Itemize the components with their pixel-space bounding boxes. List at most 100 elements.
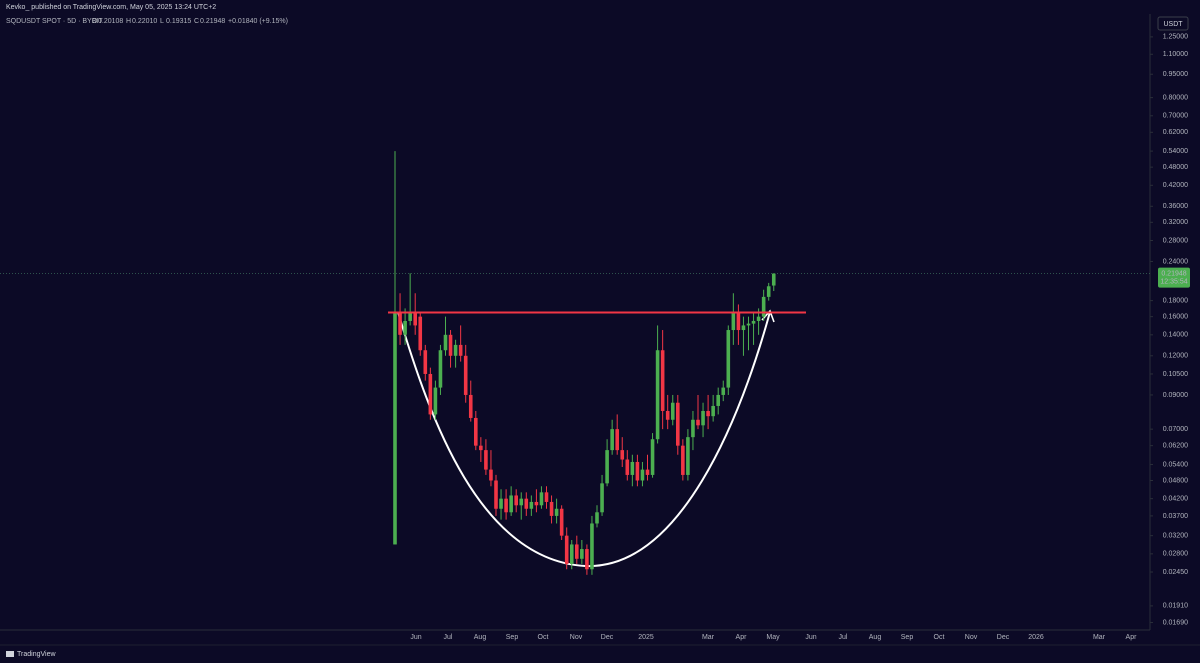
candle-body xyxy=(751,320,756,324)
y-tick-label: 0.18000 xyxy=(1163,297,1188,304)
candle-body xyxy=(731,312,736,331)
legend-text: 0.19315 xyxy=(166,18,191,25)
legend-text: 0.21948 xyxy=(200,18,225,25)
y-tick-label: 0.02450 xyxy=(1163,569,1188,576)
candle-body xyxy=(721,387,726,395)
y-tick-label: 0.05400 xyxy=(1163,461,1188,468)
x-tick-label: Oct xyxy=(934,634,945,641)
x-tick-label: Oct xyxy=(538,634,549,641)
candle-body xyxy=(453,344,458,356)
candle-body xyxy=(484,450,488,470)
candle-body xyxy=(519,498,524,506)
candle-body xyxy=(630,461,635,475)
legend-text: 0.20108 xyxy=(98,18,123,25)
x-tick-label: Apr xyxy=(736,634,748,641)
candle-body xyxy=(443,334,448,351)
x-tick-label: Aug xyxy=(869,634,882,641)
x-tick-label: Dec xyxy=(601,634,614,641)
candle-body xyxy=(681,445,685,475)
candle-body xyxy=(499,498,503,509)
y-tick-label: 0.95000 xyxy=(1163,71,1188,78)
candle-body xyxy=(665,410,670,420)
y-tick-label: 0.04800 xyxy=(1163,477,1188,484)
legend-text: SQDUSDT SPOT · 5D · BYBIT xyxy=(6,18,103,25)
y-tick-label: 0.03200 xyxy=(1163,533,1188,540)
candle-body xyxy=(706,410,710,417)
candle-body xyxy=(736,312,741,331)
last-price-label: 0.21948 xyxy=(1161,270,1186,277)
legend-text: L xyxy=(160,18,164,25)
publisher: Kevko_ published on TradingView.com, May… xyxy=(6,4,216,11)
legend-text: H xyxy=(126,18,131,25)
y-tick-label: 0.01690 xyxy=(1163,619,1188,626)
x-tick-label: Sep xyxy=(901,634,914,641)
candle-body xyxy=(509,495,513,513)
candle-body xyxy=(676,402,680,446)
candle-body xyxy=(620,450,625,460)
candle-body xyxy=(544,492,549,502)
candle-body xyxy=(645,469,650,475)
candle-body xyxy=(741,325,746,331)
legend-text: O xyxy=(92,18,98,25)
candle-body xyxy=(746,323,751,326)
x-tick-label: Apr xyxy=(1126,634,1138,641)
y-tick-label: 0.03700 xyxy=(1163,513,1188,520)
candle-body xyxy=(458,344,463,356)
x-tick-label: Dec xyxy=(997,634,1010,641)
candle-body xyxy=(640,469,645,481)
candle-body xyxy=(605,450,609,484)
candle-body xyxy=(726,330,731,388)
candle-body xyxy=(408,312,412,321)
y-tick-label: 1.10000 xyxy=(1163,51,1188,58)
candle-body xyxy=(701,410,705,426)
x-tick-label: Jul xyxy=(444,634,453,641)
countdown: 12:35:54 xyxy=(1160,278,1187,285)
candle-body xyxy=(554,508,559,516)
x-tick-label: Jul xyxy=(839,634,848,641)
candle-body xyxy=(534,501,539,506)
y-tick-label: 0.02800 xyxy=(1163,551,1188,558)
candle-body xyxy=(468,394,473,418)
y-tick-label: 0.70000 xyxy=(1163,113,1188,120)
candle-body xyxy=(686,437,690,475)
currency-button[interactable] xyxy=(1157,16,1189,31)
candle-body xyxy=(585,549,589,570)
candle-body xyxy=(423,350,428,374)
x-tick-label: Jun xyxy=(410,634,421,641)
candle-body xyxy=(580,549,584,559)
x-tick-label: Aug xyxy=(474,634,487,641)
candle-body xyxy=(756,316,761,321)
y-tick-label: 0.36000 xyxy=(1163,203,1188,210)
brand: TradingView xyxy=(17,651,56,658)
candle-body xyxy=(595,512,599,524)
candle-body xyxy=(600,483,604,513)
y-tick-label: 0.42000 xyxy=(1163,182,1188,189)
logo xyxy=(6,651,14,657)
y-tick-label: 0.32000 xyxy=(1163,219,1188,226)
y-tick-label: 0.80000 xyxy=(1163,94,1188,101)
currency[interactable]: USDT xyxy=(1163,21,1183,28)
candle-body xyxy=(625,459,630,475)
candle-body xyxy=(650,439,655,475)
candle-body xyxy=(398,312,402,335)
candle-body xyxy=(655,350,660,440)
candle-body xyxy=(771,273,776,286)
candle-body xyxy=(474,417,478,446)
candle-body xyxy=(438,350,443,388)
y-tick-label: 0.14000 xyxy=(1163,332,1188,339)
candle-body xyxy=(559,508,564,536)
y-tick-label: 0.04200 xyxy=(1163,496,1188,503)
candle-body xyxy=(494,480,498,509)
candle-body xyxy=(610,429,614,451)
candle-body xyxy=(766,286,771,297)
y-tick-label: 0.54000 xyxy=(1163,148,1188,155)
candle-body xyxy=(761,296,766,317)
y-tick-label: 0.62000 xyxy=(1163,129,1188,136)
y-tick-label: 0.06200 xyxy=(1163,443,1188,450)
x-tick-label: Nov xyxy=(570,634,583,641)
x-tick-label: 2026 xyxy=(1028,634,1044,641)
candle-body xyxy=(575,544,579,559)
candle-body xyxy=(549,501,554,516)
